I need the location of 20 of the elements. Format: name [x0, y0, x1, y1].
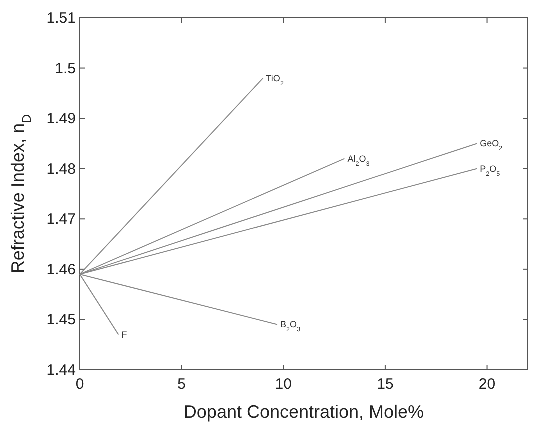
x-tick-label: 5: [178, 376, 186, 393]
y-tick-label: 1.48: [46, 160, 76, 178]
x-tick-label: 15: [377, 376, 394, 393]
x-tick-label: 10: [275, 376, 292, 393]
y-tick-label: 1.44: [46, 362, 76, 379]
y-tick-label: 1.47: [46, 211, 76, 228]
y-tick-label: 1.5: [55, 60, 76, 78]
series-label: P$_{2}$O$_{5}$: [480, 164, 501, 178]
x-tick-label: 0: [76, 376, 84, 393]
y-tick-label: 1.51: [46, 10, 76, 27]
series-label: F: [122, 330, 128, 340]
x-tick-label: 20: [478, 376, 496, 393]
series-label: TiO$_{2}$: [266, 73, 284, 87]
series-label: Al$_{2}$O$_{3}$: [348, 154, 370, 168]
y-tick-label: 1.49: [46, 110, 76, 128]
series-label: GeO$_{2}$: [480, 138, 504, 152]
series-label: B$_{2}$O$_{3}$: [280, 320, 302, 334]
y-tick-label: 1.46: [46, 261, 76, 278]
x-axis-title: Dopant Concentration, Mole%: [184, 402, 424, 422]
y-tick-label: 1.45: [46, 312, 76, 329]
